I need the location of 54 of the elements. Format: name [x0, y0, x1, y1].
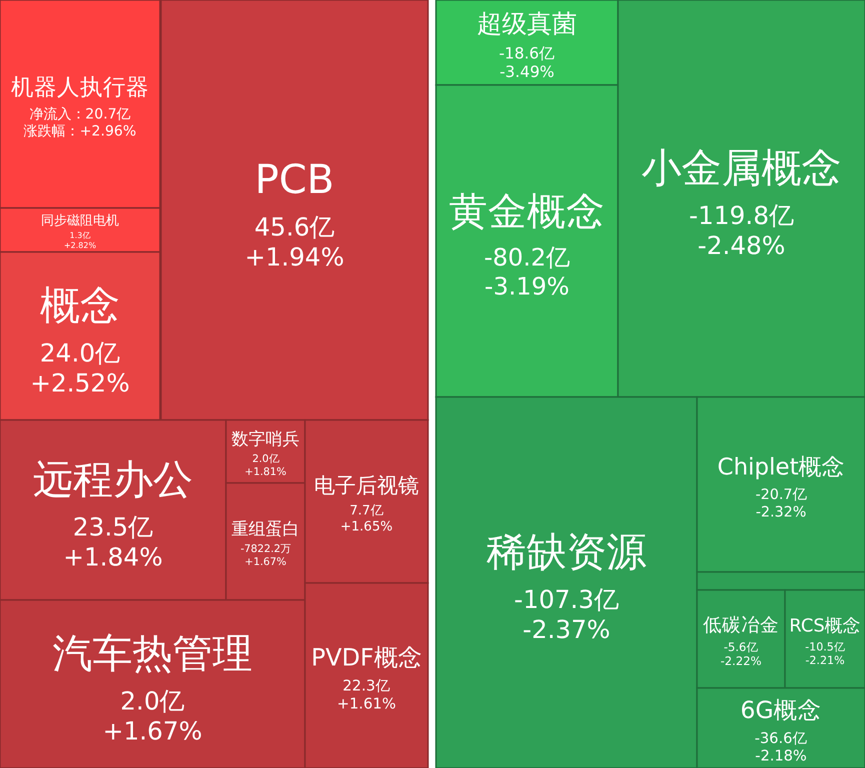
data-label: 净流入：20.7亿 [29, 106, 131, 122]
category-label: 超级真菌 [477, 8, 577, 38]
data-label: +1.61% [337, 695, 396, 712]
data-label: -107.3亿 [514, 584, 619, 614]
category-label: 概念 [40, 283, 120, 329]
data-label: -2.48% [698, 231, 786, 260]
category-label: 数字哨兵 [232, 428, 300, 448]
data-label: +1.67% [102, 716, 202, 746]
data-label: +1.65% [340, 520, 393, 535]
data-label: -10.5亿 [805, 640, 845, 654]
category-label: 重组蛋白 [232, 518, 300, 538]
category-label: 电子后视镜 [314, 474, 419, 498]
data-label: -2.22% [720, 654, 762, 668]
category-label: Chiplet概念 [717, 454, 845, 481]
category-label: 汽车热管理 [52, 631, 252, 677]
data-label: -2.37% [522, 615, 610, 644]
data-label: 7.7亿 [350, 504, 384, 519]
category-label: 低碳冶金 [703, 615, 779, 636]
data-label: -119.8亿 [689, 200, 794, 230]
data-label: -2.32% [756, 504, 806, 520]
data-label: 涨跌幅：+2.96% [24, 123, 136, 140]
category-label: PCB [254, 157, 334, 203]
data-label: 24.0亿 [40, 338, 120, 368]
data-label: +1.67% [244, 556, 286, 568]
data-label: -5.6亿 [724, 640, 758, 654]
data-label: 2.0亿 [252, 453, 279, 466]
data-label: -3.19% [484, 272, 570, 301]
data-label: -36.6亿 [754, 730, 808, 747]
category-label: RCS概念 [789, 615, 861, 636]
category-label: 机器人执行器 [11, 74, 149, 100]
category-label: 6G概念 [740, 696, 822, 724]
category-label: 同步磁阻电机 [41, 214, 119, 228]
data-label: 23.5亿 [72, 512, 154, 542]
data-label: +2.82% [64, 240, 96, 250]
data-label: +1.84% [63, 542, 163, 572]
category-label: 稀缺资源 [486, 530, 646, 576]
data-label: 22.3亿 [342, 678, 390, 695]
data-label: 1.3亿 [70, 231, 90, 240]
data-label: 45.6亿 [254, 212, 335, 242]
category-label: 黄金概念 [449, 190, 605, 235]
data-label: -3.49% [500, 63, 554, 82]
data-label: 2.0亿 [120, 686, 185, 716]
data-label: +1.94% [244, 242, 344, 272]
data-label: -2.21% [805, 654, 845, 667]
data-label: +2.52% [30, 368, 130, 398]
data-label: -20.7亿 [756, 487, 806, 504]
category-label: PVDF概念 [311, 643, 422, 672]
data-label: -80.2亿 [484, 243, 570, 272]
category-label: 远程办公 [33, 457, 193, 503]
data-label: -18.6亿 [498, 44, 556, 62]
data-label: -2.18% [755, 748, 807, 765]
category-label: 小金属概念 [642, 146, 842, 192]
data-label: +1.81% [244, 466, 286, 478]
data-label: -7822.2万 [240, 543, 291, 556]
